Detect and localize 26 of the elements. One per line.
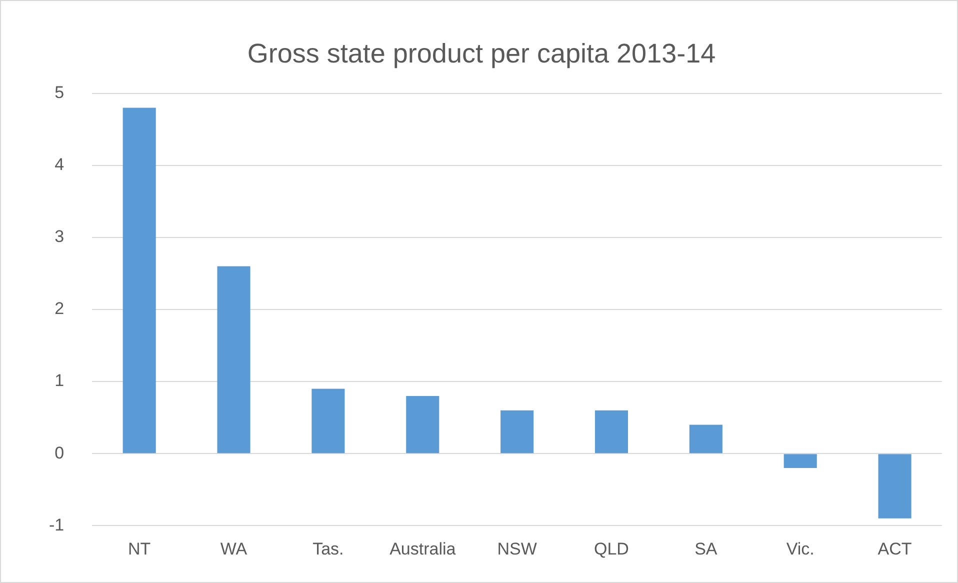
y-tick-label: -1 (48, 515, 64, 534)
bar (122, 108, 156, 454)
bar (689, 424, 722, 454)
y-tick-label: 2 (54, 299, 64, 318)
x-tick-label: QLD (594, 539, 629, 558)
bar (217, 266, 250, 454)
bar (594, 410, 628, 454)
y-tick-label: 5 (54, 83, 64, 102)
x-tick-label: NT (128, 539, 151, 558)
bar (878, 454, 912, 518)
x-tick-label: ACT (878, 539, 912, 558)
y-tick-label: 1 (54, 371, 64, 390)
y-tick-label: 3 (54, 227, 64, 246)
bar (500, 410, 534, 454)
x-tick-label: Tas. (312, 539, 344, 558)
y-tick-label: 0 (54, 443, 64, 462)
bar (312, 388, 345, 454)
x-tick-label: Australia (390, 539, 456, 558)
x-tick-label: WA (220, 539, 248, 558)
chart-title: Gross state product per capita 2013-14 (247, 38, 716, 69)
x-tick-label: Vic. (786, 539, 814, 558)
x-tick-label: SA (694, 539, 718, 558)
y-tick-label: 4 (54, 155, 64, 174)
bar (784, 454, 817, 468)
bar (406, 396, 440, 454)
x-tick-label: NSW (497, 539, 537, 558)
